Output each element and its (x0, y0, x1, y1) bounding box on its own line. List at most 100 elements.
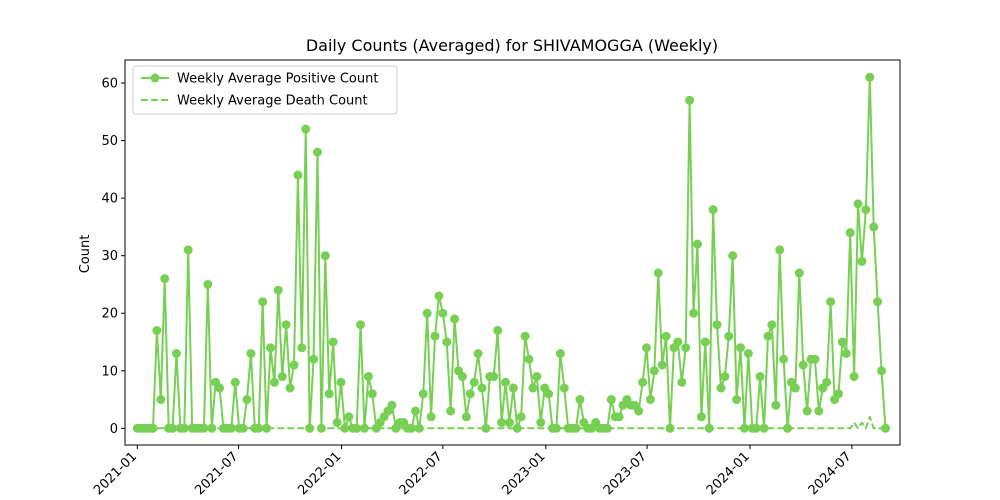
data-point (614, 412, 624, 422)
data-point (833, 389, 843, 399)
data-point (258, 297, 268, 307)
data-point (269, 377, 279, 387)
data-point (493, 325, 503, 335)
data-point (853, 199, 863, 209)
data-point (657, 360, 667, 370)
plot-area (132, 72, 890, 433)
data-point (160, 274, 170, 284)
data-point (790, 383, 800, 393)
data-point (203, 279, 213, 289)
data-point (716, 383, 726, 393)
y-tick-label: 0 (110, 422, 118, 437)
data-point (469, 377, 479, 387)
data-point (708, 205, 718, 215)
data-point (497, 418, 507, 428)
x-tick-label: 2024-01 (704, 449, 753, 498)
data-point (571, 423, 581, 433)
data-point (183, 245, 193, 255)
y-tick-label: 60 (101, 77, 118, 92)
data-point (171, 349, 181, 358)
data-point (512, 423, 522, 433)
data-point (692, 239, 702, 249)
legend-label: Weekly Average Death Count (177, 94, 368, 109)
death-count-line (137, 415, 886, 430)
x-tick-label: 2021-01 (91, 449, 140, 498)
y-tick-label: 50 (101, 134, 118, 149)
data-point (810, 354, 820, 364)
legend-box (132, 65, 398, 115)
data-point (418, 389, 428, 399)
data-point (363, 372, 373, 382)
data-point (465, 389, 475, 399)
data-point (724, 331, 734, 341)
data-point (649, 366, 659, 376)
data-point (841, 349, 851, 358)
data-point (277, 372, 287, 382)
data-point (685, 95, 695, 105)
data-point (489, 372, 499, 382)
data-point (642, 343, 652, 353)
y-tick-label: 10 (101, 364, 118, 379)
data-point (681, 343, 691, 353)
data-point (771, 400, 781, 410)
y-tick-label: 20 (101, 307, 118, 322)
positive-count-line (137, 76, 887, 430)
data-point (779, 354, 789, 364)
data-point (857, 256, 867, 266)
data-point (528, 383, 538, 393)
data-point (352, 423, 362, 433)
data-point (544, 389, 554, 399)
data-point (262, 423, 272, 433)
data-point (473, 349, 483, 358)
data-point (700, 337, 710, 347)
data-point (285, 383, 295, 393)
data-point (265, 343, 275, 353)
data-point (156, 395, 166, 405)
y-tick-label: 40 (101, 192, 118, 207)
data-point (861, 205, 871, 215)
data-point (246, 349, 256, 358)
data-point (869, 222, 879, 232)
data-point (661, 331, 671, 341)
data-point (606, 395, 616, 405)
data-point (673, 337, 683, 347)
data-point (743, 349, 753, 358)
data-point (430, 331, 440, 341)
data-point (826, 297, 836, 307)
data-point (297, 343, 307, 353)
data-point (359, 423, 369, 433)
data-point (281, 320, 291, 330)
data-point (751, 423, 761, 433)
chart-title: Daily Counts (Averaged) for SHIVAMOGGA (… (306, 36, 718, 55)
data-point (845, 228, 855, 238)
data-point (289, 360, 299, 370)
data-point (477, 383, 487, 393)
x-tick-label: 2021-07 (192, 449, 241, 498)
data-point (501, 377, 511, 387)
data-point (320, 251, 330, 261)
data-point (520, 331, 530, 341)
data-point (524, 354, 534, 364)
data-point (555, 349, 565, 358)
data-point (446, 406, 456, 416)
data-point (230, 377, 240, 387)
data-point (798, 360, 808, 370)
data-point (215, 383, 225, 393)
data-point (356, 320, 366, 330)
data-point (822, 377, 832, 387)
data-point (849, 372, 859, 382)
data-point (504, 418, 514, 428)
data-point (152, 325, 162, 335)
data-point (340, 423, 350, 433)
data-point (312, 147, 322, 157)
data-point (877, 366, 887, 376)
x-tick-label: 2024-07 (806, 449, 855, 498)
data-point (410, 406, 420, 416)
data-point (367, 389, 377, 399)
data-point (634, 406, 644, 416)
data-point (653, 268, 663, 278)
data-point (434, 291, 444, 301)
y-tick-label: 30 (101, 249, 118, 264)
data-point (720, 372, 730, 382)
